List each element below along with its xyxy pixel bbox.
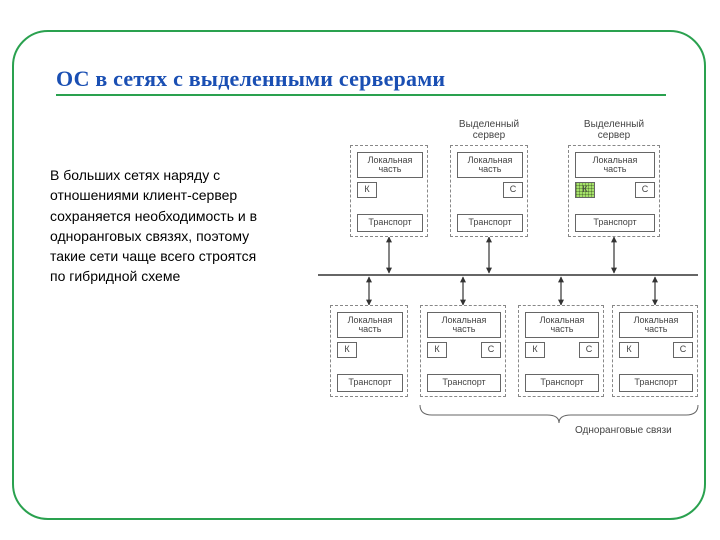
transport-box: Транспорт — [427, 374, 501, 392]
node-group: Локальная часть К Транспорт — [350, 145, 428, 237]
title-underline — [56, 94, 666, 96]
local-part-box: Локальная часть — [619, 312, 693, 338]
local-part-box: Локальная часть — [575, 152, 655, 178]
node-group: Локальная часть К С Транспорт — [420, 305, 506, 397]
c-box: С — [635, 182, 655, 198]
dedicated-server-label: Выделенный сервер — [445, 119, 533, 141]
body-paragraph: В больших сетях наряду с отношениями кли… — [50, 165, 270, 287]
local-part-box: Локальная часть — [457, 152, 523, 178]
node-group: Локальная часть К Транспорт — [330, 305, 408, 397]
transport-box: Транспорт — [525, 374, 599, 392]
transport-box: Транспорт — [457, 214, 523, 232]
network-diagram: Локальная частьКТранспортЛокальная часть… — [300, 115, 700, 485]
node-group: Локальная часть К С Транспорт — [518, 305, 604, 397]
node-group: Локальная часть К С Транспорт — [612, 305, 698, 397]
local-part-box: Локальная часть — [337, 312, 403, 338]
local-part-box: Локальная часть — [427, 312, 501, 338]
k-box: К — [427, 342, 447, 358]
c-box: С — [503, 182, 523, 198]
c-box: С — [481, 342, 501, 358]
k-box: К — [357, 182, 377, 198]
c-box: С — [673, 342, 693, 358]
local-part-box: Локальная часть — [525, 312, 599, 338]
transport-box: Транспорт — [619, 374, 693, 392]
node-group: Локальная часть С Транспорт — [450, 145, 528, 237]
k-box: К — [575, 182, 595, 198]
transport-box: Транспорт — [357, 214, 423, 232]
dedicated-server-label: Выделенный сервер — [563, 119, 665, 141]
c-box: С — [579, 342, 599, 358]
local-part-box: Локальная часть — [357, 152, 423, 178]
peer-links-label: Одноранговые связи — [575, 425, 672, 436]
k-box: К — [619, 342, 639, 358]
transport-box: Транспорт — [575, 214, 655, 232]
node-group: Локальная часть К С Транспорт — [568, 145, 660, 237]
k-box: К — [525, 342, 545, 358]
k-box: К — [337, 342, 357, 358]
page-title: ОС в сетях с выделенными серверами — [56, 66, 445, 92]
transport-box: Транспорт — [337, 374, 403, 392]
